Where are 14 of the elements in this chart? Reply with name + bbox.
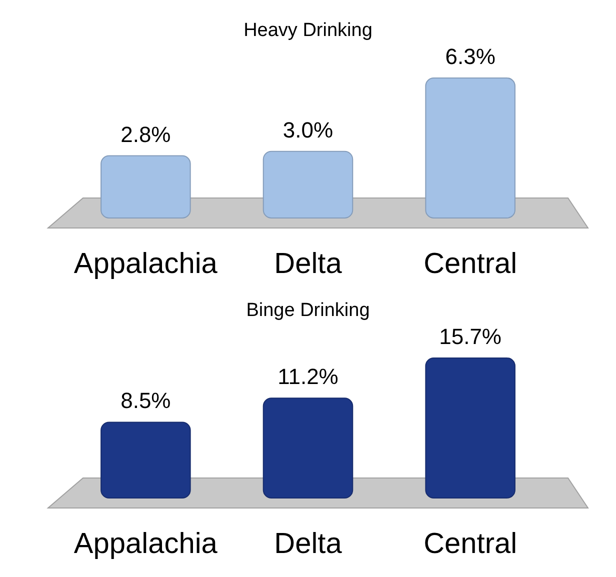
data-label: 11.2% — [278, 364, 338, 390]
data-label: 15.7% — [439, 324, 502, 349]
x-tick-label: Central — [424, 528, 518, 560]
x-tick-label: Central — [424, 248, 518, 280]
data-label: 3.0% — [282, 117, 334, 142]
x-tick-label: Appalachia — [74, 528, 218, 560]
x-tick-label: Delta — [274, 248, 343, 280]
chart-title: Heavy Drinking — [244, 20, 372, 41]
x-tick-label: Delta — [274, 528, 343, 560]
x-tick-label: Appalachia — [74, 248, 218, 280]
chart-title: Binge Drinking — [246, 300, 370, 321]
data-label: 8.5% — [120, 388, 171, 414]
data-label: 6.3% — [445, 44, 496, 69]
data-label: 2.8% — [120, 122, 171, 147]
